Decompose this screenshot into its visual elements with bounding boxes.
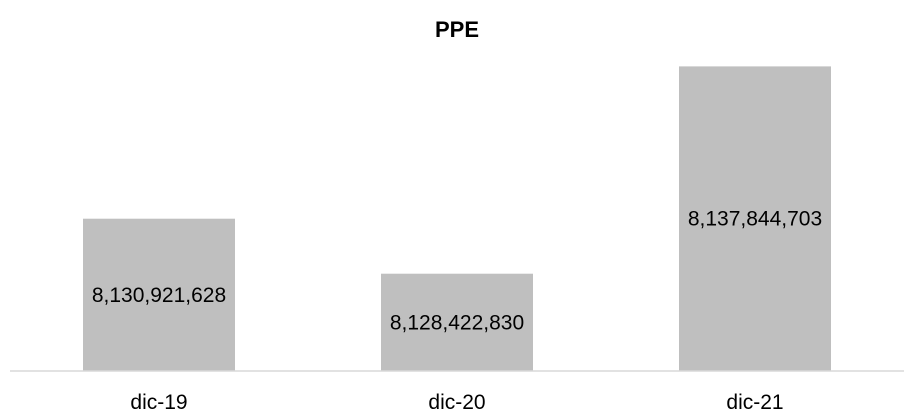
x-tick-labels: dic-19 dic-20 dic-21 <box>130 391 783 414</box>
bar-dic-20 <box>381 273 533 371</box>
bar-dic-21 <box>679 66 831 372</box>
chart-title: PPE <box>435 17 479 42</box>
data-label-dic-19: 8,130,921,628 <box>92 284 226 307</box>
x-tick-label-dic-21: dic-21 <box>726 391 783 414</box>
data-label-dic-20: 8,128,422,830 <box>390 311 524 334</box>
x-tick-label-dic-20: dic-20 <box>428 391 485 414</box>
bars: 8,130,921,628 8,128,422,830 8,137,844,703 <box>83 66 831 372</box>
x-tick-label-dic-19: dic-19 <box>130 391 187 414</box>
bar-dic-19 <box>83 218 235 371</box>
data-label-dic-21: 8,137,844,703 <box>688 208 822 231</box>
